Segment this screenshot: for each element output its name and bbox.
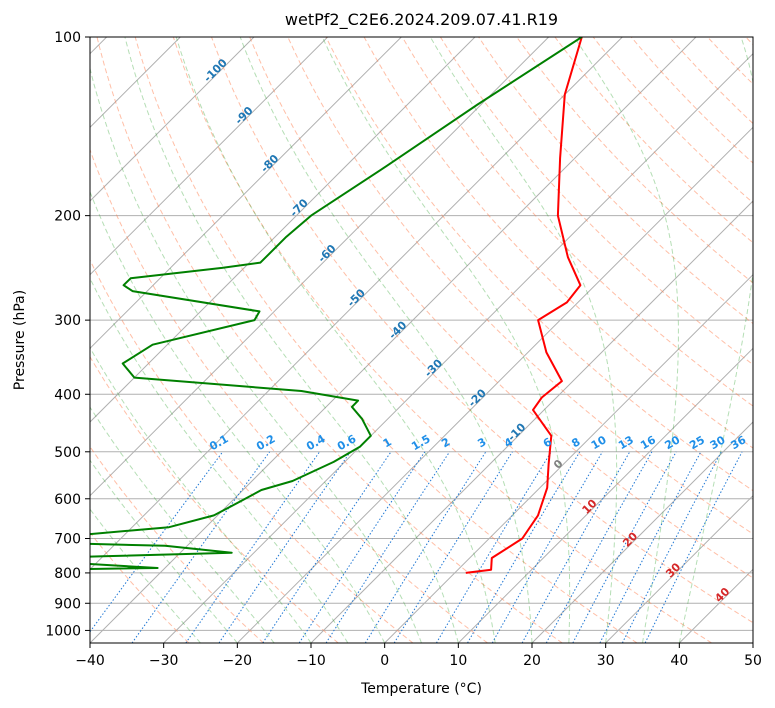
- dry-adiabat: [211, 37, 753, 624]
- y-tick-label: 100: [54, 30, 81, 46]
- mixing-ratio-line: [644, 451, 743, 643]
- isotherm: [90, 37, 623, 571]
- y-tick-label: 700: [54, 532, 81, 548]
- y-tick-label: 300: [54, 313, 81, 329]
- moist-adiabat: [573, 37, 679, 643]
- mixing-ratio-line: [393, 451, 513, 643]
- y-axis: 100 200 300 400 500 600 700 800 900 1000: [45, 30, 90, 639]
- dry-adiabat: [172, 37, 712, 643]
- isotherm: [605, 494, 753, 643]
- isotherm: [90, 37, 255, 202]
- temperature-profile: [465, 37, 583, 574]
- x-tick-label: 50: [744, 653, 762, 669]
- y-axis-label: Pressure (hPa): [12, 290, 28, 390]
- moist-adiabat: [124, 37, 459, 643]
- moist-adiabat: [90, 406, 275, 643]
- isotherm: [90, 37, 697, 643]
- moist-adiabat: [239, 37, 533, 643]
- x-axis: −40 −30 −20 −10 0 10 20 30 40 50: [75, 643, 762, 669]
- moist-adiabat: [90, 346, 312, 643]
- x-axis-label: Temperature (°C): [360, 681, 482, 697]
- x-tick-label: −20: [223, 653, 253, 669]
- dry-adiabat: [478, 37, 753, 325]
- dry-adiabat: [96, 37, 563, 643]
- x-tick-label: 20: [523, 653, 541, 669]
- isotherm: [384, 273, 753, 643]
- mixing-ratio-line: [90, 451, 224, 633]
- y-tick-label: 500: [54, 445, 81, 461]
- dry-adiabat: [90, 531, 190, 643]
- x-tick-label: −30: [149, 653, 179, 669]
- mixing-ratio-line: [545, 451, 653, 643]
- dry-adiabat: [134, 37, 638, 643]
- dry-adiabat: [363, 37, 753, 449]
- dry-adiabat: [325, 37, 753, 492]
- isotherm: [236, 126, 753, 643]
- dry-adiabat: [90, 258, 414, 643]
- dewpoint-profile: [90, 37, 583, 570]
- dry-adiabat: [401, 37, 753, 407]
- y-tick-label: 600: [54, 492, 81, 508]
- dry-adiabat: [287, 37, 753, 535]
- mixing-ratio-line: [298, 451, 426, 643]
- x-tick-label: 30: [597, 653, 615, 669]
- y-tick-label: 1000: [45, 623, 81, 639]
- isotherm: [531, 421, 753, 643]
- mixing-ratio-line: [131, 451, 271, 643]
- mixing-ratio-line: [621, 451, 722, 643]
- moist-adiabat: [175, 37, 496, 643]
- mixing-ratio-line: [521, 451, 631, 643]
- plot-frame: [89, 36, 754, 644]
- x-tick-label: −10: [296, 653, 326, 669]
- y-tick-label: 900: [54, 596, 81, 612]
- dry-adiabat: [439, 37, 753, 366]
- mixing-ratio-line: [218, 451, 351, 643]
- x-tick-label: −40: [75, 653, 105, 669]
- x-tick-label: 0: [380, 653, 389, 669]
- isotherm: [457, 347, 753, 643]
- moist-adiabat: [678, 37, 753, 643]
- dry-adiabat: [249, 37, 753, 579]
- isotherm: [90, 37, 329, 276]
- moist-adiabat: [90, 190, 386, 643]
- isotherm: [163, 52, 753, 643]
- y-tick-label: 800: [54, 566, 81, 582]
- mixing-ratio-line: [435, 451, 552, 643]
- dry-adiabat: [592, 37, 753, 204]
- y-tick-label: 400: [54, 387, 81, 403]
- dry-adiabat: [90, 148, 488, 643]
- moist-adiabat: [429, 37, 618, 643]
- mixing-ratio-line: [364, 451, 487, 643]
- mixing-ratio-line: [185, 451, 321, 643]
- moist-adiabat: [90, 277, 349, 643]
- isotherm: [90, 37, 402, 350]
- mixing-ratio-line: [325, 451, 451, 643]
- chart-title: wetPf2_C2E6.2024.209.07.41.R19: [285, 10, 558, 30]
- x-tick-label: 10: [449, 653, 467, 669]
- isotherm: [90, 37, 550, 497]
- dry-adiabat: [90, 355, 339, 643]
- profile-layer: [90, 37, 583, 574]
- mixing-ratio-line: [599, 451, 702, 643]
- grid-layer: [90, 37, 753, 643]
- y-tick-label: 200: [54, 209, 81, 225]
- mixing-ratio-line: [262, 451, 392, 643]
- mixing-ratio-line: [572, 451, 677, 643]
- x-tick-label: 40: [670, 653, 688, 669]
- moist-adiabat: [321, 37, 571, 643]
- moist-adiabat: [90, 459, 238, 643]
